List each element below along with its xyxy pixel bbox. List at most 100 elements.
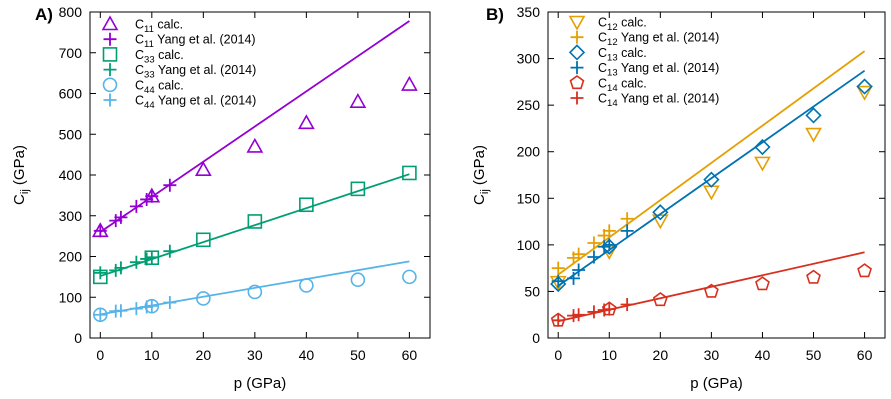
x-tick-label: 0 [96,347,104,363]
chart-panel: B) 0 10 20 30 40 50 60 0 50 100 150 200 250 300 350 p (G… [471,4,886,392]
data-point [402,165,417,181]
data-point [856,85,873,101]
data-point [805,107,822,124]
data-point [755,276,770,291]
y-axis-title: Cij (GPa) [11,145,31,205]
legend-marker [568,44,586,61]
x-tick-label: 20 [653,347,669,363]
data-point [572,263,586,277]
data-point [602,302,616,316]
fit-line [557,50,866,276]
legend-marker [101,15,119,31]
legend-label: C11 calc. [135,18,183,36]
legend-label: C11 Yang et al. (2014) [135,33,256,51]
legend-marker [102,77,118,93]
legend-label: C33 Yang et al. (2014) [135,63,256,81]
data-point [247,214,263,229]
legend-marker [570,61,584,75]
series-group [550,263,872,327]
y-tick-label: 50 [524,283,540,299]
series-group [93,173,410,280]
x-axis-title: p (GPa) [690,375,743,392]
series-group [93,269,417,323]
data-point [196,291,211,306]
data-point [572,247,586,261]
data-point [856,78,873,95]
data-point [620,224,634,238]
data-point [114,304,128,318]
legend-label: C13 calc. [598,46,647,64]
data-point [247,284,263,300]
data-point [551,274,565,288]
series-group [551,251,865,327]
x-axis-title: p (GPa) [234,375,287,392]
data-point [703,185,720,201]
y-tick-label: 500 [59,126,83,142]
legend-marker [570,30,584,44]
x-tick-label: 20 [196,347,212,363]
data-point [93,266,107,280]
y-tick-label: 200 [517,144,541,160]
panel-label: B) [486,5,504,24]
legend-marker [102,47,118,62]
data-point [806,269,821,284]
data-point [805,127,822,143]
data-point [246,137,264,153]
data-point [145,250,159,264]
series-group [550,78,873,293]
legend: C11 calc.C11 Yang et al. (2014)C33 calc.… [101,15,256,112]
x-tick-label: 10 [144,347,160,363]
plot-frame [547,11,886,339]
data-point [299,197,314,213]
legend-label: C33 calc. [135,48,184,66]
data-point [163,296,177,310]
legend-marker [103,93,117,107]
data-point [602,238,616,252]
x-tick-label: 40 [755,347,771,363]
y-tick-label: 0 [532,330,540,346]
data-point [620,297,634,311]
legend: C12 calc.C12 Yang et al. (2014)C13 calc.… [568,16,719,109]
y-tick-label: 100 [517,237,541,253]
legend-marker [570,91,584,105]
x-tick-label: 30 [247,347,263,363]
data-point [129,255,143,269]
x-tick-label: 60 [857,347,873,363]
data-point [572,308,586,322]
chart-panel: A)0 10 20 30 40 50 600100200300400500600700800… [11,4,431,392]
x-tick-label: 50 [806,347,822,363]
series-group [551,50,866,276]
y-tick-label: 350 [517,4,541,20]
data-point [114,210,128,224]
data-point [401,75,418,91]
x-tick-label: 60 [402,347,418,363]
legend-label: C44 Yang et al. (2014) [135,94,256,112]
data-point [551,261,565,275]
data-point [93,224,107,238]
x-tick-label: 30 [704,347,720,363]
y-tick-label: 600 [59,86,83,102]
panel-label: A) [35,5,53,24]
data-point [587,250,601,264]
data-point [145,299,159,313]
y-axis-title: Cij (GPa) [471,145,491,205]
data-point [349,93,367,108]
data-point [857,263,872,278]
data-point [551,313,565,327]
legend-label: C14 calc. [598,76,647,94]
legend-label: C12 Yang et al. (2014) [598,31,719,49]
y-tick-label: 250 [517,97,541,113]
legend-marker [569,75,585,90]
y-tick-label: 800 [59,4,83,20]
data-point [703,171,720,188]
y-tick-label: 300 [59,208,83,224]
series-group [93,20,410,238]
series-group [551,69,866,288]
legend-marker [103,63,117,77]
y-tick-label: 150 [517,190,541,206]
data-point [299,278,314,293]
data-point [163,244,177,258]
data-point [129,199,143,213]
data-point [145,189,159,203]
